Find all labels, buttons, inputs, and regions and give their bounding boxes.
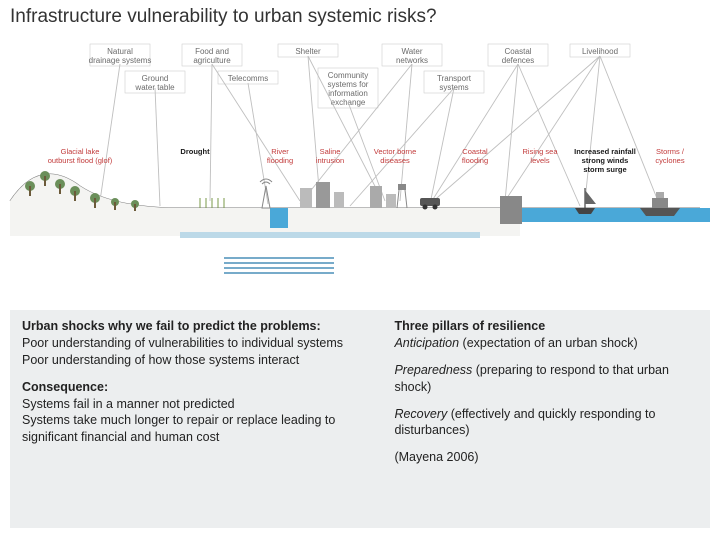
svg-text:River: River [271, 147, 289, 156]
svg-text:storm surge: storm surge [583, 165, 626, 174]
left-h2: Consequence: [22, 379, 376, 396]
svg-text:Saline: Saline [320, 147, 341, 156]
water-lines-icon [224, 258, 334, 273]
left-p3: Systems fail in a manner not predicted [22, 396, 376, 413]
left-p2: Poor understanding of how those systems … [22, 352, 376, 369]
defence-icon [500, 196, 522, 224]
left-column: Urban shocks why we fail to predict the … [22, 318, 394, 520]
svg-text:Livelihood: Livelihood [582, 47, 618, 56]
svg-text:defences: defences [502, 56, 534, 65]
svg-text:flooding: flooding [267, 156, 293, 165]
svg-text:Glacial lake: Glacial lake [61, 147, 100, 156]
svg-text:Shelter: Shelter [295, 47, 321, 56]
left-h1: Urban shocks why we fail to predict the … [22, 318, 376, 335]
svg-text:flooding: flooding [462, 156, 488, 165]
svg-text:Drought: Drought [180, 147, 210, 156]
svg-text:networks: networks [396, 56, 428, 65]
svg-text:Coastal: Coastal [462, 147, 488, 156]
svg-text:agriculture: agriculture [193, 56, 231, 65]
left-p1: Poor understanding of vulnerabilities to… [22, 335, 376, 352]
crops-icon [200, 198, 224, 208]
svg-text:Natural: Natural [107, 47, 133, 56]
svg-text:Coastal: Coastal [504, 47, 531, 56]
svg-text:systems for: systems for [328, 80, 369, 89]
svg-text:strong winds: strong winds [582, 156, 629, 165]
landscape-icon [10, 171, 710, 273]
ship-icon [640, 192, 680, 216]
svg-text:Community: Community [328, 71, 368, 80]
pillar-3: Recovery (effectively and quickly respon… [394, 406, 698, 440]
svg-text:cyclones: cyclones [655, 156, 684, 165]
slide: Infrastructure vulnerability to urban sy… [0, 0, 720, 540]
right-column: Three pillars of resilience Anticipation… [394, 318, 698, 520]
slide-title: Infrastructure vulnerability to urban sy… [10, 6, 437, 28]
svg-text:Ground: Ground [142, 74, 169, 83]
svg-text:diseases: diseases [380, 156, 410, 165]
svg-text:Rising sea: Rising sea [522, 147, 558, 156]
systems-diagram-svg: Naturaldrainage systemsGroundwater table… [0, 36, 720, 306]
svg-text:systems: systems [439, 83, 468, 92]
pillar-1: Anticipation (expectation of an urban sh… [394, 335, 698, 352]
right-h1: Three pillars of resilience [394, 318, 698, 335]
svg-text:levels: levels [530, 156, 549, 165]
pillar-2: Preparedness (preparing to respond to th… [394, 362, 698, 396]
svg-text:Storms /: Storms / [656, 147, 685, 156]
text-panel: Urban shocks why we fail to predict the … [10, 310, 710, 528]
water-tower-icon [397, 184, 407, 208]
svg-text:drainage systems: drainage systems [89, 56, 152, 65]
left-p4: Systems take much longer to repair or re… [22, 412, 376, 446]
svg-text:Increased rainfall: Increased rainfall [574, 147, 636, 156]
svg-text:Transport: Transport [437, 74, 472, 83]
citation: (Mayena 2006) [394, 449, 698, 466]
svg-text:Food and: Food and [195, 47, 229, 56]
svg-text:Water: Water [401, 47, 422, 56]
svg-text:Telecomms: Telecomms [228, 74, 268, 83]
diagram-region: Naturaldrainage systemsGroundwater table… [0, 36, 720, 306]
svg-text:Vector borne: Vector borne [374, 147, 417, 156]
svg-text:information: information [328, 89, 368, 98]
svg-text:outburst flood (glof): outburst flood (glof) [48, 156, 113, 165]
svg-text:intrusion: intrusion [316, 156, 344, 165]
